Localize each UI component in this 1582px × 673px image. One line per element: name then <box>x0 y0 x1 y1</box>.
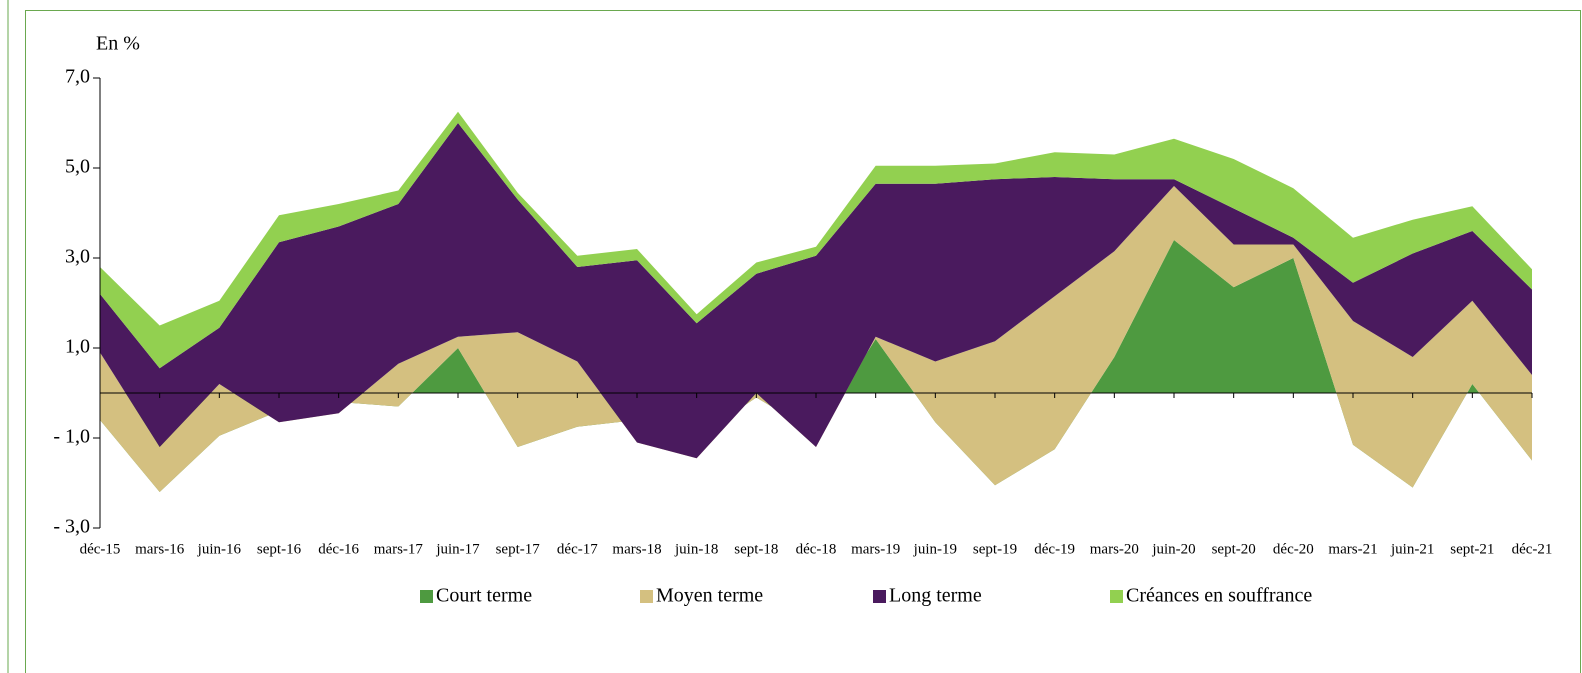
x-tick-label: mars-21 <box>1328 541 1377 557</box>
y-axis-title: En % <box>96 33 140 55</box>
y-tick-label: - 1,0 <box>53 426 90 448</box>
x-tick-label: sept-20 <box>1212 541 1256 557</box>
x-tick-label: mars-19 <box>851 541 900 557</box>
x-tick-label: déc-21 <box>1512 541 1553 557</box>
x-tick-label: déc-18 <box>796 541 837 557</box>
x-tick-label: juin-18 <box>674 541 718 557</box>
area <box>100 240 1532 492</box>
x-tick-label: sept-21 <box>1450 541 1494 557</box>
legend-label: Court terme <box>436 585 532 607</box>
y-tick-label: - 3,0 <box>53 516 90 538</box>
x-tick-label: déc-19 <box>1034 541 1075 557</box>
legend-label: Créances en souffrance <box>1126 585 1312 607</box>
area <box>100 111 1532 369</box>
x-tick-label: juin-16 <box>197 541 242 557</box>
x-tick-label: mars-16 <box>135 541 185 557</box>
x-tick-label: déc-20 <box>1273 541 1314 557</box>
legend-swatch <box>1110 590 1123 603</box>
y-tick-label: 3,0 <box>65 246 90 268</box>
x-tick-label: déc-17 <box>557 541 598 557</box>
legend-label: Moyen terme <box>656 585 763 607</box>
x-tick-label: juin-19 <box>913 541 957 557</box>
x-tick-label: mars-18 <box>612 541 661 557</box>
y-tick-label: 1,0 <box>65 336 90 358</box>
x-tick-label: sept-18 <box>734 541 778 557</box>
x-tick-label: sept-17 <box>496 541 541 557</box>
x-tick-label: sept-16 <box>257 541 302 557</box>
x-tick-label: juin-20 <box>1151 541 1195 557</box>
x-tick-label: déc-16 <box>318 541 359 557</box>
x-tick-label: juin-21 <box>1390 541 1434 557</box>
area <box>100 186 1532 492</box>
frame <box>25 10 1581 673</box>
legend-swatch <box>873 590 886 603</box>
x-tick-label: juin-17 <box>435 541 480 557</box>
x-tick-label: sept-19 <box>973 541 1017 557</box>
x-tick-label: mars-20 <box>1090 541 1139 557</box>
x-tick-label: mars-17 <box>374 541 424 557</box>
y-tick-label: 7,0 <box>65 66 90 88</box>
legend-swatch <box>640 590 653 603</box>
legend-swatch <box>420 590 433 603</box>
x-tick-label: déc-15 <box>80 541 121 557</box>
area <box>100 123 1532 459</box>
legend-label: Long terme <box>889 585 982 607</box>
y-tick-label: 5,0 <box>65 156 90 178</box>
